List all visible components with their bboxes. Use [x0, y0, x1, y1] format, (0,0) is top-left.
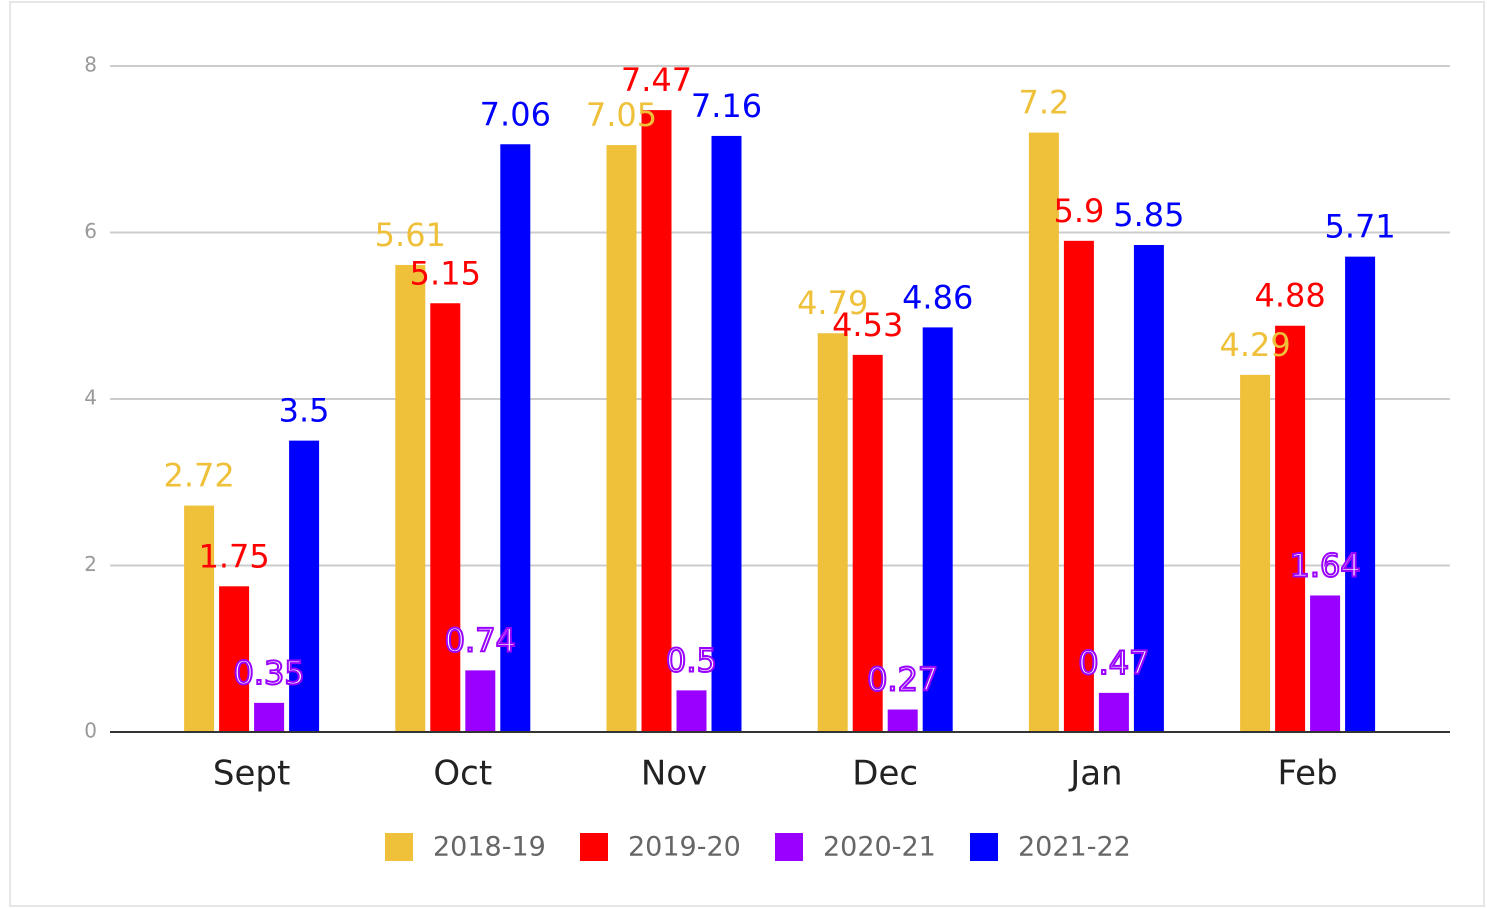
data-label: 4.53: [832, 306, 903, 344]
x-tick-label: Feb: [1277, 754, 1337, 794]
data-label: 0.74: [445, 621, 516, 659]
data-label: 1.64: [1289, 546, 1360, 584]
data-label: 7.06: [480, 95, 551, 133]
data-label: 4.88: [1254, 277, 1325, 315]
x-tick-label: Sept: [213, 754, 290, 794]
bar: [465, 670, 496, 732]
data-label: 5.61: [375, 216, 446, 254]
data-label: 3.5: [279, 392, 330, 430]
legend-swatch: [580, 833, 608, 861]
bar: [676, 690, 707, 732]
data-label: 7.2: [1018, 84, 1069, 122]
bar: [219, 586, 250, 732]
bar: [1345, 256, 1376, 732]
bar: [500, 144, 531, 732]
data-label: 5.85: [1113, 196, 1184, 234]
data-label: 4.29: [1219, 326, 1290, 364]
bar: [184, 505, 215, 732]
bar: [1028, 132, 1059, 733]
data-label: 5.15: [410, 254, 481, 292]
x-tick-label: Oct: [433, 754, 492, 794]
legend-swatch: [385, 833, 413, 861]
legend-label: 2021-22: [1018, 832, 1131, 863]
bar: [395, 264, 426, 732]
data-label: 4.79: [797, 284, 868, 322]
legend-label: 2019-20: [628, 832, 741, 863]
bar: [852, 354, 883, 732]
data-label: 7.47: [621, 61, 692, 99]
x-tick-label: Dec: [852, 754, 918, 794]
y-tick-label: 4: [84, 386, 97, 410]
bar: [1240, 374, 1271, 732]
bar: [289, 440, 320, 732]
legend-swatch: [970, 833, 998, 861]
legend-label: 2020-21: [823, 832, 936, 863]
data-label: 0.5: [666, 641, 717, 679]
legend-swatch: [775, 833, 803, 861]
legend-label: 2018-19: [433, 832, 546, 863]
data-label: 2.72: [163, 457, 234, 495]
bar: [1098, 692, 1129, 732]
bar: [887, 709, 918, 732]
data-label: 0.27: [867, 661, 938, 699]
bar: [711, 135, 742, 732]
y-tick-label: 8: [84, 53, 97, 77]
data-label: 7.16: [691, 87, 762, 125]
bar: [922, 327, 953, 732]
y-tick-label: 2: [84, 552, 97, 576]
bar: [430, 303, 461, 732]
y-tick-label: 0: [84, 719, 97, 743]
x-tick-label: Jan: [1068, 754, 1122, 794]
bar: [641, 110, 672, 732]
data-label: 7.05: [586, 96, 657, 134]
y-tick-label: 6: [84, 219, 97, 243]
bar: [1133, 244, 1164, 733]
data-label: 4.86: [902, 278, 973, 316]
bar: [606, 145, 637, 732]
bar: [1310, 595, 1341, 732]
data-label: 1.75: [198, 537, 269, 575]
x-tick-label: Nov: [641, 754, 707, 794]
chart-frame: [9, 1, 1485, 907]
data-label: 5.9: [1053, 192, 1104, 230]
bar: [1275, 325, 1306, 732]
bar: [1063, 240, 1094, 732]
bar: [817, 333, 848, 732]
data-label: 0.47: [1078, 644, 1149, 682]
data-label: 0.35: [233, 654, 304, 692]
data-label: 5.71: [1324, 208, 1395, 246]
bar: [254, 702, 285, 732]
